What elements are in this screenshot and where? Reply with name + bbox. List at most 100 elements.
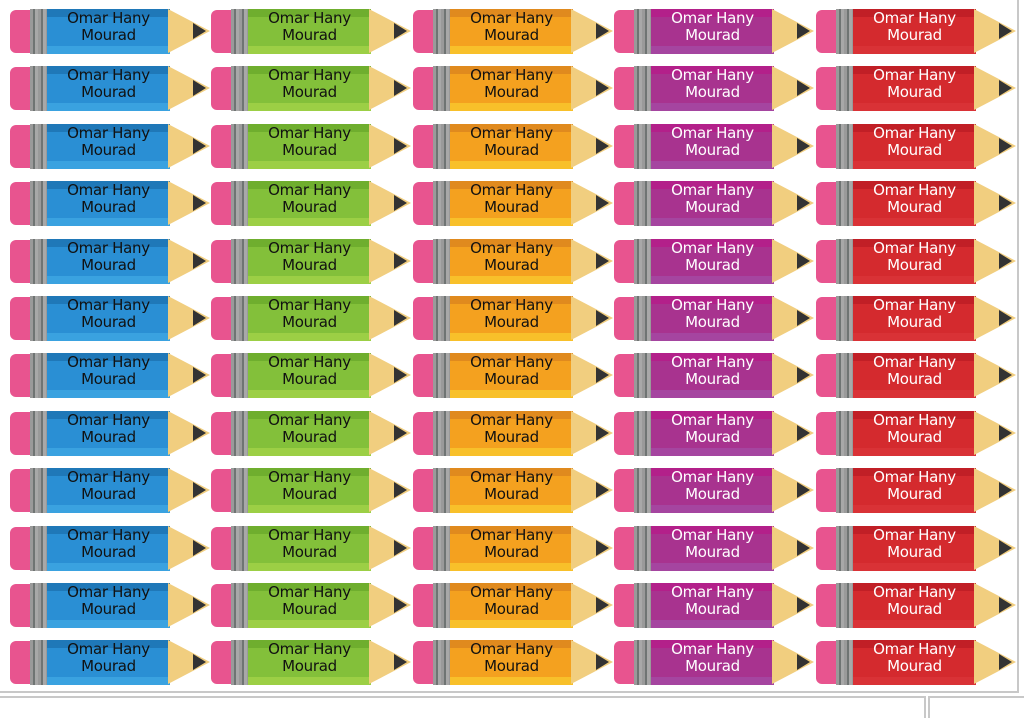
eraser [816, 354, 838, 398]
pencil-body [47, 238, 170, 284]
ferrule [30, 296, 48, 341]
lead-tip [394, 195, 407, 212]
pencil-body [853, 9, 976, 54]
name-line-2: Mourad [282, 198, 337, 217]
lead-tip [193, 424, 206, 441]
pencil-label-purple: Omar Hany Mourad [614, 238, 814, 284]
name-label: Omar Hany Mourad [47, 182, 170, 216]
pencil-body [651, 353, 774, 399]
name-label: Omar Hany Mourad [651, 584, 774, 618]
pencil-label-purple: Omar Hany Mourad [614, 468, 814, 514]
name-line-2: Mourad [887, 370, 942, 389]
name-line-2: Mourad [484, 485, 539, 504]
name-label: Omar Hany Mourad [450, 411, 573, 446]
pencil-body [47, 583, 170, 628]
lead-tip [394, 310, 407, 326]
name-line-1: Omar Hany [470, 66, 553, 85]
name-label: Omar Hany Mourad [651, 67, 774, 101]
lead-tip [999, 137, 1012, 154]
pencil-body [248, 123, 371, 169]
name-label: Omar Hany Mourad [450, 641, 573, 675]
eraser [211, 641, 233, 685]
lead-tip [999, 23, 1012, 39]
eraser [413, 411, 435, 455]
name-line-2: Mourad [484, 657, 539, 676]
ferrule [836, 296, 854, 341]
pencil-label-blue: Omar Hany Mourad [10, 181, 210, 227]
ferrule [433, 238, 451, 284]
lead-tip [999, 424, 1012, 441]
name-line-1: Omar Hany [671, 410, 754, 429]
pencil-label-red: Omar Hany Mourad [816, 410, 1016, 456]
eraser [614, 182, 636, 226]
eraser [816, 10, 838, 53]
name-label: Omar Hany Mourad [853, 182, 976, 216]
name-label: Omar Hany Mourad [853, 354, 976, 388]
lead-tip [193, 252, 206, 269]
name-line-2: Mourad [282, 600, 337, 618]
ferrule [836, 181, 854, 227]
pencil-label-green: Omar Hany Mourad [211, 296, 411, 341]
ferrule [634, 468, 652, 514]
lead-tip [596, 137, 609, 154]
lead-tip [596, 597, 609, 613]
name-line-1: Omar Hany [671, 238, 754, 257]
name-label: Omar Hany Mourad [47, 584, 170, 618]
eraser [413, 239, 435, 283]
name-line-2: Mourad [484, 198, 539, 217]
ferrule [634, 353, 652, 399]
eraser [614, 297, 636, 340]
name-line-2: Mourad [887, 313, 942, 331]
name-line-1: Omar Hany [67, 410, 150, 429]
lead-tip [797, 252, 810, 269]
lead-tip [193, 367, 206, 384]
lead-tip [999, 310, 1012, 326]
pencil-label-orange: Omar Hany Mourad [413, 353, 613, 399]
pencil-body [853, 525, 976, 571]
pencil-label-green: Omar Hany Mourad [211, 640, 411, 686]
eraser [413, 526, 435, 570]
name-label: Omar Hany Mourad [248, 182, 371, 216]
pencil-label-orange: Omar Hany Mourad [413, 468, 613, 514]
pencil-label-purple: Omar Hany Mourad [614, 181, 814, 227]
pencil-label-purple: Omar Hany Mourad [614, 410, 814, 456]
pencil-body [450, 66, 573, 112]
ferrule [836, 123, 854, 169]
name-line-2: Mourad [81, 83, 136, 102]
name-line-1: Omar Hany [873, 9, 956, 27]
lead-tip [999, 195, 1012, 212]
name-line-1: Omar Hany [873, 468, 956, 487]
pencil-label-orange: Omar Hany Mourad [413, 410, 613, 456]
name-line-2: Mourad [282, 255, 337, 274]
name-line-1: Omar Hany [671, 66, 754, 85]
pencil-label-purple: Omar Hany Mourad [614, 123, 814, 169]
name-line-2: Mourad [685, 140, 740, 159]
lower-panel-left [0, 696, 926, 718]
pencil-label-green: Omar Hany Mourad [211, 9, 411, 54]
name-label: Omar Hany Mourad [853, 297, 976, 331]
name-label: Omar Hany Mourad [248, 10, 371, 44]
pencil-label-green: Omar Hany Mourad [211, 583, 411, 628]
name-line-1: Omar Hany [873, 181, 956, 200]
eraser [614, 67, 636, 111]
name-line-2: Mourad [484, 600, 539, 618]
eraser [10, 354, 32, 398]
pencil-body [450, 238, 573, 284]
pencil-label-green: Omar Hany Mourad [211, 66, 411, 112]
pencil-label-red: Omar Hany Mourad [816, 353, 1016, 399]
name-line-2: Mourad [81, 427, 136, 446]
name-label: Omar Hany Mourad [853, 469, 976, 503]
name-label: Omar Hany Mourad [47, 124, 170, 159]
ferrule [433, 296, 451, 341]
pencil-label-purple: Omar Hany Mourad [614, 353, 814, 399]
eraser [211, 124, 233, 168]
pencil-body [651, 181, 774, 227]
pencil-label-blue: Omar Hany Mourad [10, 296, 210, 341]
eraser [413, 354, 435, 398]
eraser [211, 239, 233, 283]
name-line-2: Mourad [887, 198, 942, 217]
pencil-label-red: Omar Hany Mourad [816, 640, 1016, 686]
eraser [10, 526, 32, 570]
pencil-body [853, 410, 976, 456]
pencil-label-red: Omar Hany Mourad [816, 66, 1016, 112]
